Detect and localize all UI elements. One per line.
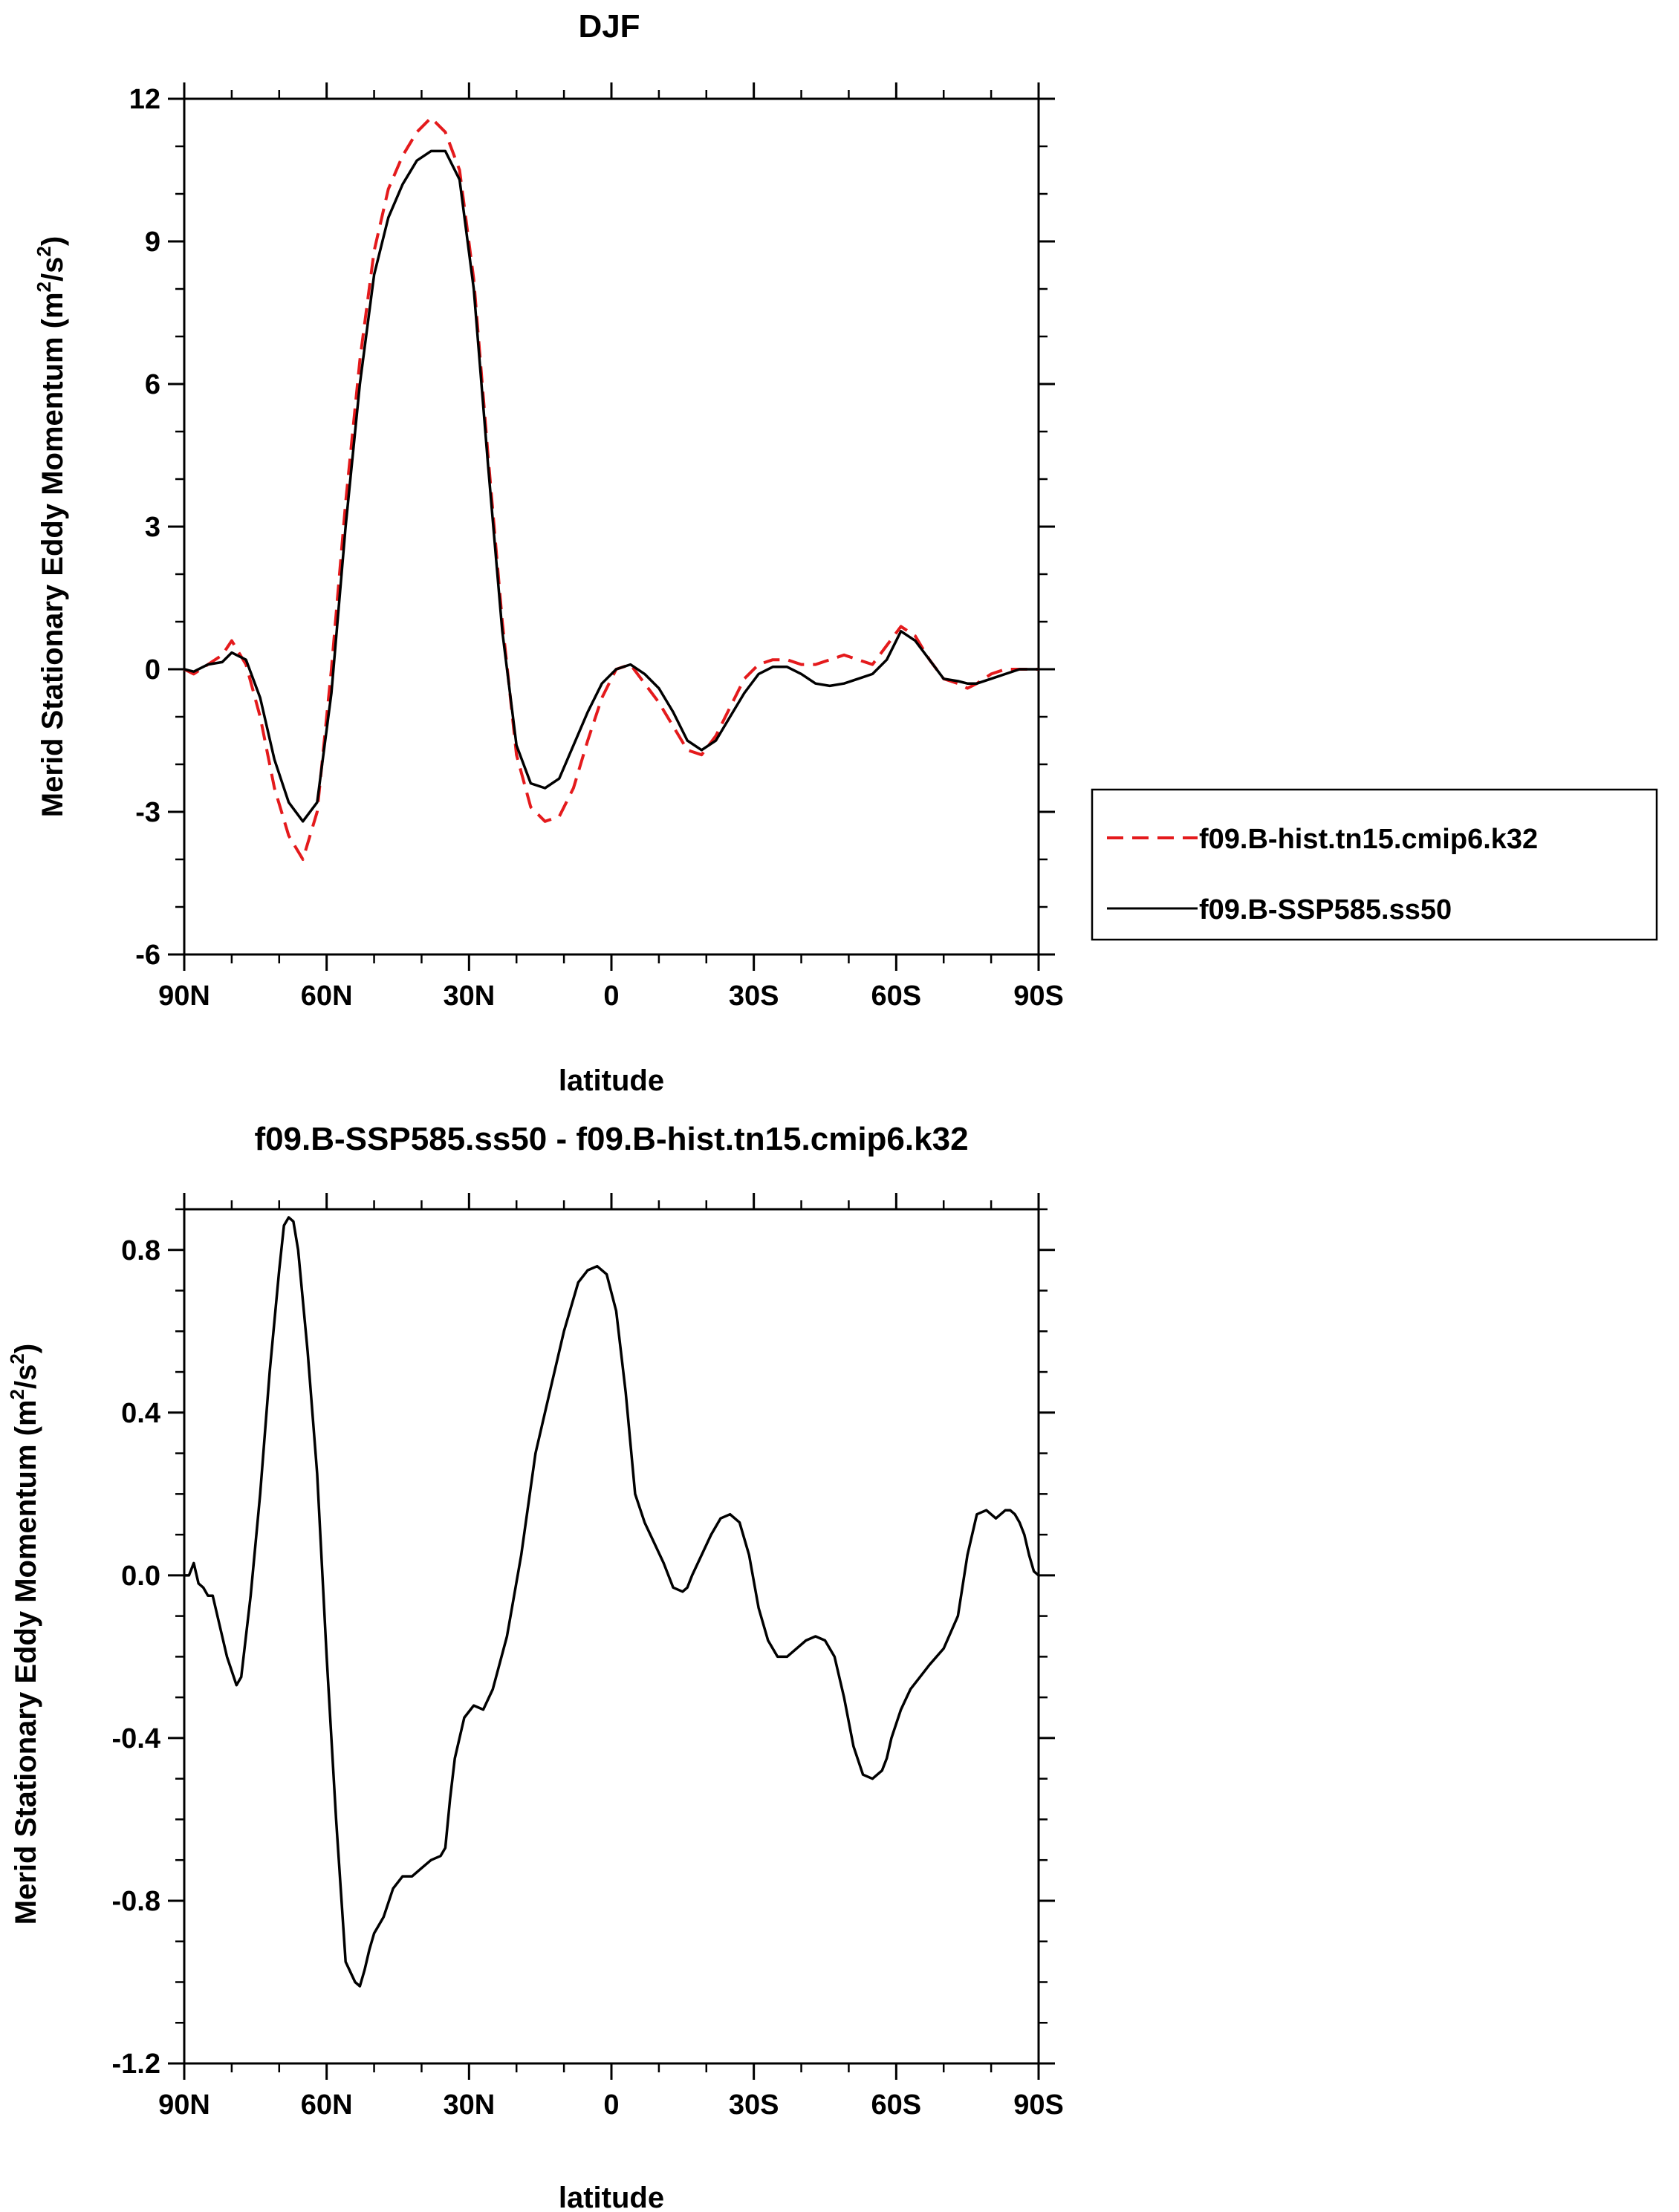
y-tick-label: -3 (135, 797, 160, 828)
x-tick-label: 60S (871, 980, 922, 1012)
y-axis-label-end: ) (36, 236, 69, 246)
y-axis-label-end: ) (10, 1344, 42, 1353)
x-tick-label: 0 (603, 980, 619, 1012)
x-tick-label: 90N (158, 980, 210, 1012)
y-tick-label: 9 (145, 227, 160, 258)
x-tick-label: 60N (301, 2089, 353, 2121)
y-axis-ticks: -1.2 -0.8 -0.4 0.0 0.4 0.8 (112, 1208, 1055, 2080)
series-line-1 (184, 1216, 1040, 1988)
y-axis-label-mid: /s (36, 257, 69, 282)
y-axis-label-mid: /s (10, 1364, 42, 1389)
y-axis-label: Merid Stationary Eddy Momentum (m2/s2) (6, 1344, 42, 1925)
y-axis-label-sup: 2 (6, 1389, 28, 1399)
y-tick-label: 0 (145, 654, 160, 686)
y-tick-label: 0.4 (121, 1398, 160, 1429)
x-tick-label: 30S (729, 2089, 779, 2121)
series-line-1 (184, 116, 1039, 861)
x-tick-label: 30N (443, 980, 495, 1012)
series-lines (184, 1216, 1040, 1988)
bottom-panel: f09.B-SSP585.ss50 - f09.B-hist.tn15.cmip… (6, 1121, 1064, 2212)
x-tick-label: 60N (301, 980, 353, 1012)
y-tick-label: 6 (145, 369, 160, 400)
series-line-2 (184, 149, 1039, 823)
x-axis-label: latitude (559, 2182, 664, 2212)
x-tick-label: 30N (443, 2089, 495, 2121)
series-lines (184, 116, 1039, 861)
legend-label-ssp: f09.B-SSP585.ss50 (1199, 894, 1452, 926)
x-tick-label: 90S (1013, 980, 1064, 1012)
y-axis-label-sup: 2 (6, 1353, 28, 1364)
y-axis-label-main: Merid Stationary Eddy Momentum (m (10, 1399, 42, 1925)
legend: f09.B-hist.tn15.cmip6.k32 f09.B-SSP585.s… (1091, 788, 1658, 941)
legend-label-hist: f09.B-hist.tn15.cmip6.k32 (1199, 824, 1538, 855)
top-panel: DJF -6 -3 0 3 6 9 12 90N 60N 30N 0 30S 60S 90S latit… (33, 8, 1658, 1097)
x-axis-ticks: 90N 60N 30N 0 30S 60S 90S (158, 1193, 1064, 2121)
x-tick-label: 30S (729, 980, 779, 1012)
chart-title: DJF (578, 8, 640, 45)
x-tick-label: 90N (158, 2089, 210, 2121)
y-axis-label: Merid Stationary Eddy Momentum (m2/s2) (33, 236, 69, 817)
x-tick-label: 60S (871, 2089, 922, 2121)
x-axis-ticks: 90N 60N 30N 0 30S 60S 90S (158, 82, 1064, 1012)
legend-box (1091, 788, 1658, 941)
y-tick-label: -0.8 (112, 1886, 160, 1917)
x-tick-label: 0 (603, 2089, 619, 2121)
y-tick-label: -1.2 (112, 2049, 160, 2080)
y-tick-label: 0.8 (121, 1235, 160, 1266)
y-tick-label: -6 (135, 940, 160, 971)
y-axis-label-main: Merid Stationary Eddy Momentum (m (36, 292, 69, 817)
y-axis-label-sup: 2 (33, 246, 55, 256)
y-axis-label-sup: 2 (33, 282, 55, 292)
x-tick-label: 90S (1013, 2089, 1064, 2121)
chart-title: f09.B-SSP585.ss50 - f09.B-hist.tn15.cmip… (254, 1121, 968, 1157)
y-tick-label: 12 (129, 84, 160, 115)
y-axis-ticks: -6 -3 0 3 6 9 12 (129, 84, 1055, 971)
x-axis-label: latitude (559, 1064, 664, 1097)
y-tick-label: 3 (145, 512, 160, 543)
y-tick-label: -0.4 (112, 1723, 160, 1754)
plot-frame (183, 1208, 1040, 2065)
y-tick-label: 0.0 (121, 1561, 160, 1592)
